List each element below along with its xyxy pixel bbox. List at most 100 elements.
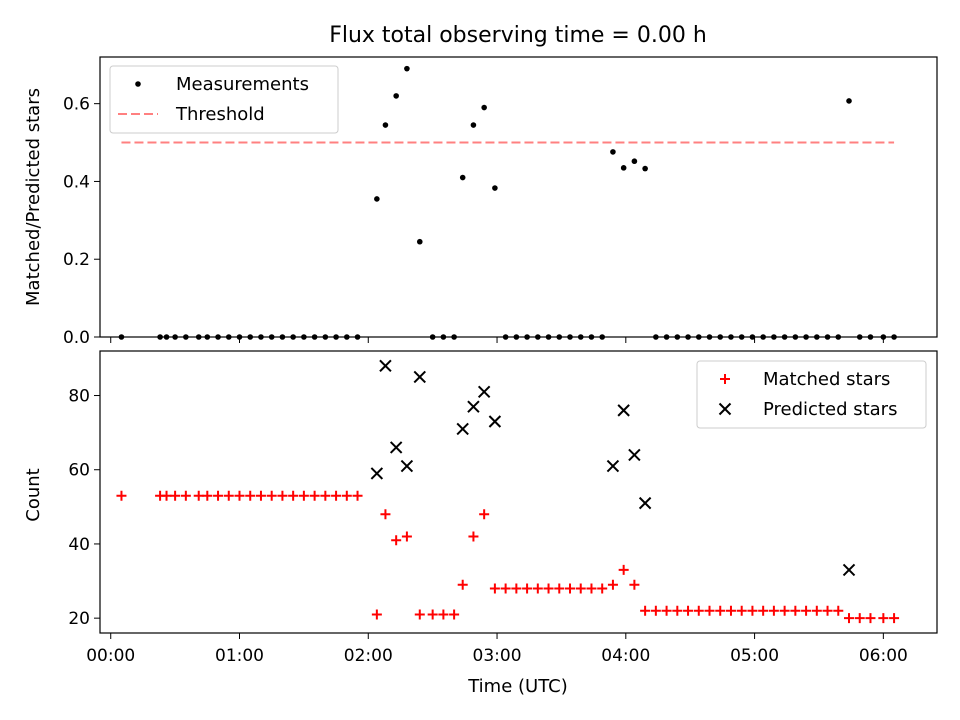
matched-stars-point bbox=[661, 605, 672, 616]
matched-stars-point bbox=[672, 605, 683, 616]
bottom-y-axis-label: Count bbox=[23, 468, 44, 521]
predicted-stars-point bbox=[628, 448, 641, 462]
matched-stars-point bbox=[489, 583, 500, 594]
measurements-point bbox=[846, 98, 852, 104]
y-tick-label: 0.0 bbox=[63, 328, 90, 348]
matched-stars-point bbox=[288, 490, 299, 501]
measurements-point bbox=[631, 158, 638, 165]
matched-stars-point bbox=[522, 583, 533, 594]
y-tick-label: 40 bbox=[68, 535, 90, 555]
chart-title: Flux total observing time = 0.00 h bbox=[329, 23, 707, 48]
matched-stars-point bbox=[391, 535, 402, 546]
matched-stars-point bbox=[277, 490, 288, 501]
matched-stars-point bbox=[811, 605, 822, 616]
measurements-point bbox=[404, 65, 410, 72]
legend-label: Matched stars bbox=[763, 369, 890, 390]
matched-stars-point bbox=[414, 609, 425, 620]
matched-stars-point bbox=[202, 490, 213, 501]
legend-marker bbox=[135, 81, 141, 87]
matched-stars-point bbox=[511, 583, 522, 594]
matched-stars-point bbox=[223, 490, 234, 501]
matched-stars-point bbox=[449, 609, 460, 620]
matched-stars-point bbox=[543, 583, 554, 594]
matched-stars-point bbox=[736, 605, 747, 616]
matched-stars-point bbox=[822, 605, 833, 616]
matched-stars-point bbox=[320, 490, 331, 501]
x-tick-label: 03:00 bbox=[473, 646, 522, 666]
matched-stars-point bbox=[500, 583, 511, 594]
matched-stars-point bbox=[234, 490, 245, 501]
matched-stars-point bbox=[758, 605, 769, 616]
matched-stars-point bbox=[427, 609, 438, 620]
matched-stars-point bbox=[245, 490, 256, 501]
matched-stars-point bbox=[213, 490, 224, 501]
measurements-point bbox=[470, 122, 477, 128]
matched-stars-point bbox=[683, 605, 694, 616]
matched-stars-point bbox=[380, 509, 391, 520]
matched-stars-point bbox=[790, 605, 801, 616]
predicted-stars-point bbox=[842, 563, 856, 577]
measurements-point bbox=[642, 165, 648, 172]
x-tick-label: 05:00 bbox=[730, 646, 779, 666]
y-tick-label: 0.4 bbox=[63, 172, 90, 192]
matched-stars-point bbox=[565, 583, 576, 594]
matched-stars-point bbox=[341, 490, 352, 501]
matched-stars-point bbox=[715, 605, 726, 616]
matched-stars-point bbox=[309, 490, 320, 501]
legend: Matched stars Predicted stars bbox=[696, 360, 927, 429]
matched-stars-point bbox=[298, 490, 309, 501]
matched-stars-point bbox=[255, 490, 266, 501]
measurements-point bbox=[481, 104, 487, 111]
predicted-stars-point bbox=[456, 422, 469, 436]
matched-stars-point bbox=[844, 613, 855, 624]
plot-frame bbox=[99, 56, 938, 338]
predicted-stars-point bbox=[617, 404, 630, 417]
matched-stars-point bbox=[854, 613, 865, 624]
legend: Measurements Threshold bbox=[109, 65, 339, 134]
top-plot-area: 0.0 0.2 0.4 0.6 Measurements Threshold bbox=[63, 56, 938, 348]
matched-stars-point bbox=[693, 605, 704, 616]
matched-stars-point bbox=[532, 583, 543, 594]
measurements-point bbox=[620, 165, 627, 171]
predicted-stars-point bbox=[379, 359, 392, 373]
matched-stars-point bbox=[586, 583, 597, 594]
measurements-point bbox=[459, 174, 466, 181]
top-y-axis-label: Matched/Predicted stars bbox=[23, 88, 44, 306]
matched-stars-point bbox=[401, 531, 412, 542]
matched-stars-point bbox=[116, 490, 127, 501]
matched-stars-point bbox=[457, 579, 468, 590]
predicted-stars-point bbox=[389, 441, 403, 454]
matched-stars-point bbox=[161, 490, 172, 501]
matched-stars-point bbox=[833, 605, 844, 616]
matched-stars-point bbox=[438, 609, 449, 620]
matched-stars-point bbox=[266, 490, 277, 501]
measurements-point bbox=[610, 149, 616, 155]
x-tick-label: 04:00 bbox=[601, 646, 650, 666]
legend-frame bbox=[109, 65, 339, 134]
legend-label: Predicted stars bbox=[763, 399, 897, 420]
matched-stars-point bbox=[650, 605, 661, 616]
y-tick-label: 60 bbox=[68, 461, 90, 481]
matched-stars-point bbox=[575, 583, 586, 594]
legend-marker bbox=[718, 402, 732, 416]
predicted-stars-point bbox=[477, 385, 491, 399]
x-tick-label: 00:00 bbox=[86, 646, 135, 666]
matched-stars-point bbox=[618, 564, 629, 575]
y-tick-label: 20 bbox=[68, 609, 90, 629]
matched-stars-point bbox=[747, 605, 758, 616]
matched-stars-point bbox=[193, 490, 204, 501]
bottom-plot-area: 20 40 60 80 00:00 01:00 02:00 03:00 04:00 05:00 06… bbox=[68, 350, 938, 666]
matched-stars-point bbox=[801, 605, 812, 616]
matched-stars-point bbox=[331, 490, 342, 501]
bottom-x-axis-label: Time (UTC) bbox=[467, 676, 568, 697]
measurements-point bbox=[492, 185, 498, 191]
matched-stars-point bbox=[725, 605, 736, 616]
legend-label: Measurements bbox=[176, 74, 309, 95]
matched-stars-point bbox=[607, 579, 618, 590]
predicted-stars-point bbox=[638, 496, 652, 510]
matched-stars-point bbox=[468, 531, 479, 542]
matched-stars-point bbox=[554, 583, 565, 594]
matched-stars-point bbox=[170, 490, 181, 501]
measurements-point bbox=[382, 122, 389, 128]
